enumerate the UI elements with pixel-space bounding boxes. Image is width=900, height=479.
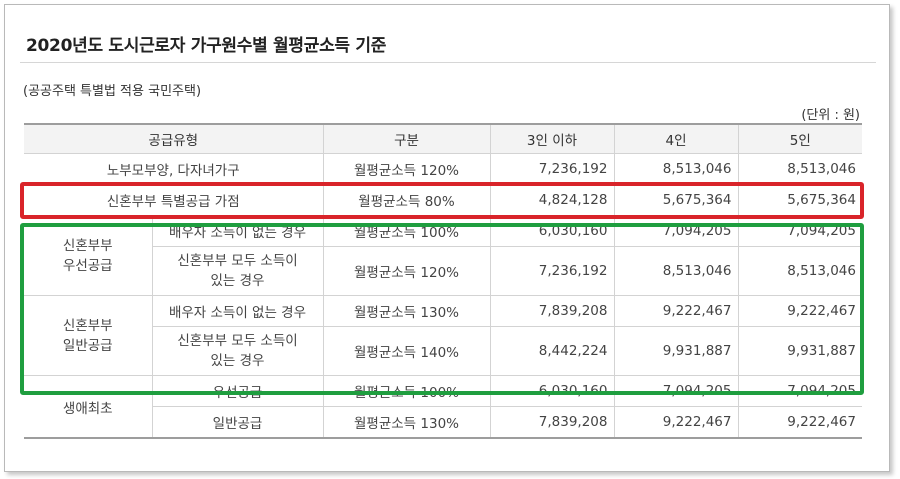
sub-type-line: 신혼부부 모두 소득이 xyxy=(177,253,298,269)
header-4-persons: 4인 xyxy=(613,123,739,154)
group-label-line: 신혼부부 xyxy=(62,237,113,254)
value-3-cell: 7,236,192 xyxy=(489,246,615,296)
basis-cell: 월평균소득 140% xyxy=(322,326,491,376)
table-row: 일반공급 월평균소득 130% 7,839,208 9,222,467 9,22… xyxy=(24,406,862,439)
group-label-first-time: 생애최초 xyxy=(24,375,153,439)
header-5-persons: 5인 xyxy=(737,123,862,154)
table-row-highlighted: 신혼부부 특별공급 가점 월평균소득 80% 4,824,128 5,675,3… xyxy=(24,184,862,216)
table-row: 신혼부부 일반공급 배우자 소득이 없는 경우 월평균소득 130% 7,839… xyxy=(24,295,862,376)
supply-type-cell: 신혼부부 특별공급 가점 xyxy=(24,184,324,216)
value-5-cell: 9,931,887 xyxy=(737,326,862,376)
sub-type-cell: 일반공급 xyxy=(152,406,324,439)
value-5-cell: 8,513,046 xyxy=(737,153,862,185)
sub-type-line: 신혼부부 모두 소득이 xyxy=(177,333,298,349)
basis-cell: 월평균소득 120% xyxy=(322,246,491,296)
value-5-cell: 7,094,205 xyxy=(737,215,862,247)
table-row: 생애최초 우선공급 월평균소득 100% 6,030,160 7,094,205… xyxy=(24,375,862,439)
sub-type-cell: 배우자 소득이 없는 경우 xyxy=(151,215,324,247)
value-4-cell: 7,094,205 xyxy=(613,215,739,247)
page-title: 2020년도 도시근로자 가구원수별 월평균소득 기준 xyxy=(26,36,387,56)
value-5-cell: 9,222,467 xyxy=(737,295,862,327)
sub-type-cell: 배우자 소득이 없는 경우 xyxy=(151,295,324,327)
sub-type-cell: 신혼부부 모두 소득이 있는 경우 xyxy=(152,246,324,296)
group-label-line: 신혼부부 xyxy=(62,317,113,334)
value-4-cell: 8,513,046 xyxy=(613,153,739,185)
table-subtitle: (공공주택 특별법 적용 국민주택) xyxy=(23,84,202,99)
value-5-cell: 9,222,467 xyxy=(737,406,862,439)
value-4-cell: 9,222,467 xyxy=(613,295,739,327)
group-label-newlywed-general: 신혼부부 일반공급 xyxy=(24,295,153,376)
sub-type-line: 있는 경우 xyxy=(210,353,265,369)
sub-type-cell: 신혼부부 모두 소득이 있는 경우 xyxy=(152,326,324,376)
header-category: 구분 xyxy=(322,123,491,154)
value-4-cell: 9,931,887 xyxy=(613,326,739,376)
table-row: 노부모부양, 다자녀가구 월평균소득 120% 7,236,192 8,513,… xyxy=(24,153,862,185)
sub-type-line: 있는 경우 xyxy=(210,273,265,289)
value-3-cell: 7,839,208 xyxy=(489,295,615,327)
income-table: 공급유형 구분 3인 이하 4인 5인 노부모부양, 다자녀가구 월평균소득 1… xyxy=(24,123,862,439)
group-label-line: 일반공급 xyxy=(62,337,113,354)
value-4-cell: 5,675,364 xyxy=(613,184,739,216)
value-4-cell: 9,222,467 xyxy=(613,406,739,439)
value-3-cell: 4,824,128 xyxy=(489,184,615,216)
header-3-persons: 3인 이하 xyxy=(489,123,615,154)
value-3-cell: 6,030,160 xyxy=(489,215,615,247)
table-header-row: 공급유형 구분 3인 이하 4인 5인 xyxy=(24,123,862,154)
basis-cell: 월평균소득 80% xyxy=(322,184,491,216)
basis-cell: 월평균소득 100% xyxy=(322,375,491,407)
value-3-cell: 7,839,208 xyxy=(489,406,615,439)
basis-cell: 월평균소득 120% xyxy=(322,153,491,185)
value-5-cell: 8,513,046 xyxy=(737,246,862,296)
table-row: 신혼부부 우선공급 배우자 소득이 없는 경우 월평균소득 100% 6,030… xyxy=(24,215,862,296)
table-row: 신혼부부 모두 소득이 있는 경우 월평균소득 140% 8,442,224 9… xyxy=(24,326,862,376)
basis-cell: 월평균소득 100% xyxy=(322,215,491,247)
sub-type-cell: 우선공급 xyxy=(151,375,324,407)
value-4-cell: 8,513,046 xyxy=(613,246,739,296)
unit-label: (단위 : 원) xyxy=(801,108,860,123)
header-supply-type: 공급유형 xyxy=(24,123,324,154)
value-5-cell: 5,675,364 xyxy=(737,184,862,216)
value-5-cell: 7,094,205 xyxy=(737,375,862,407)
basis-cell: 월평균소득 130% xyxy=(322,295,491,327)
title-divider xyxy=(20,62,876,63)
value-4-cell: 7,094,205 xyxy=(613,375,739,407)
group-label-newlywed-priority: 신혼부부 우선공급 xyxy=(24,215,153,296)
value-3-cell: 8,442,224 xyxy=(489,326,615,376)
group-label-line: 우선공급 xyxy=(62,257,113,274)
supply-type-cell: 노부모부양, 다자녀가구 xyxy=(24,153,324,185)
value-3-cell: 6,030,160 xyxy=(489,375,615,407)
basis-cell: 월평균소득 130% xyxy=(322,406,491,439)
value-3-cell: 7,236,192 xyxy=(489,153,615,185)
